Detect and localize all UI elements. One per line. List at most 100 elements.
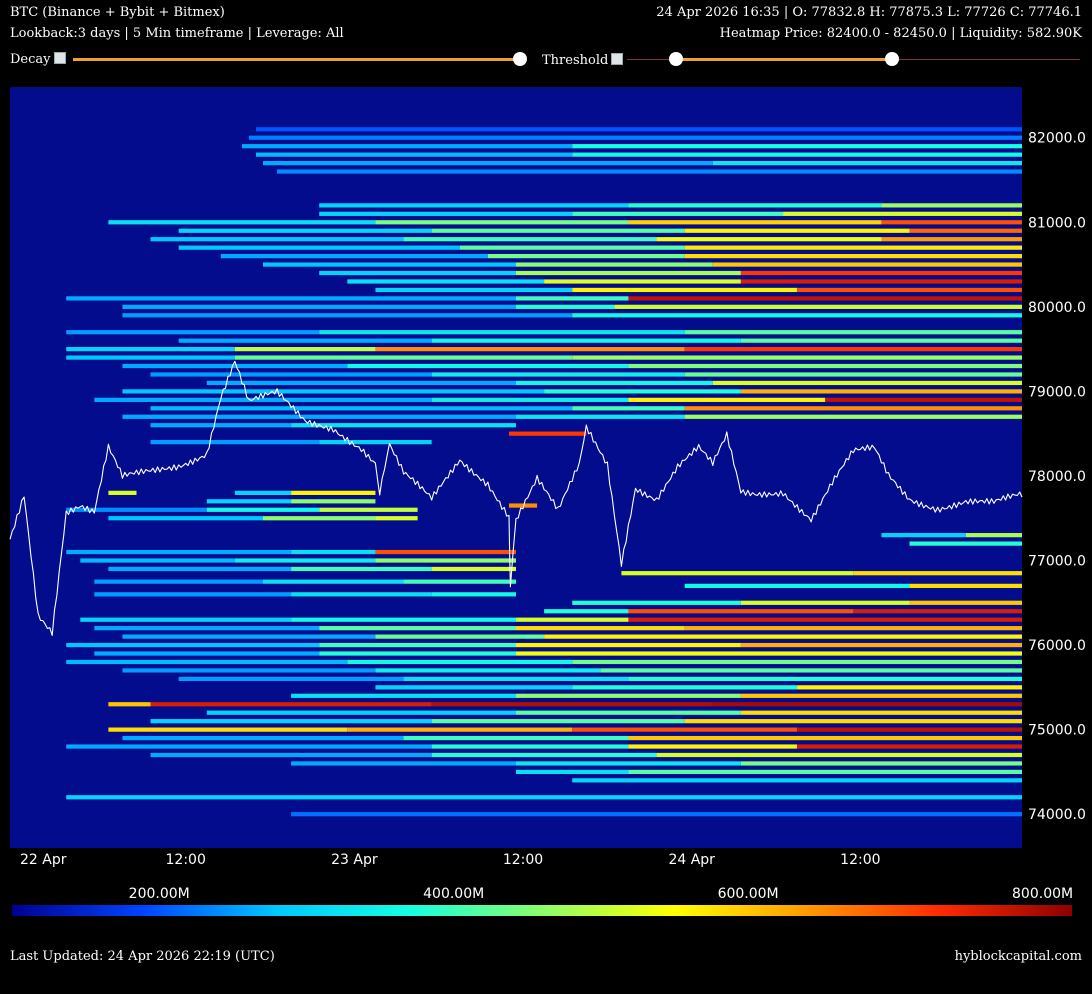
liquidity-band (220, 253, 488, 259)
liquidity-band (431, 752, 657, 758)
liquidity-level (66, 347, 1022, 352)
liquidity-band (621, 571, 854, 576)
liquidity-band (572, 659, 1022, 665)
y-tick-label: 81000.0 (1028, 215, 1086, 231)
liquidation-heatmap-chart[interactable]: 82000.0 81000.0 80000.0 79000.0 78000.0 77000… (0, 80, 1092, 870)
ohlc-readout: 24 Apr 2026 16:35 | O: 77832.8 H: 77875.… (656, 5, 1082, 20)
liquidity-band (66, 744, 432, 749)
liquidity-level (178, 245, 1022, 250)
liquidity-band (94, 626, 320, 631)
liquidity-band (248, 135, 1022, 140)
liquidity-band (403, 735, 629, 741)
liquidity-band (206, 710, 516, 715)
threshold-track-inactive-right[interactable] (892, 59, 1080, 60)
liquidity-level (206, 380, 1022, 386)
liquidity-band (881, 533, 966, 538)
liquidity-band (234, 558, 376, 563)
liquidity-band (108, 702, 151, 707)
liquidity-band (108, 220, 376, 225)
liquidity-band (178, 338, 432, 343)
liquidity-band (291, 761, 516, 766)
liquidity-band (712, 380, 1022, 386)
liquidity-band (66, 549, 292, 555)
liquidity-band (150, 719, 432, 724)
liquidity-band (263, 579, 404, 584)
threshold-info-icon[interactable] (611, 53, 624, 65)
liquidity-band (66, 659, 348, 665)
liquidity-band (740, 279, 1022, 284)
y-tick-label: 75000.0 (1028, 723, 1086, 739)
liquidity-band (572, 778, 1022, 783)
liquidity-level (572, 600, 1022, 605)
decay-control: Decay (10, 52, 66, 67)
liquidity-band (572, 600, 741, 605)
liquidity-band (516, 296, 629, 301)
colorbar: 200.00M 400.00M 600.00M 800.00M (12, 886, 1073, 916)
liquidity-band (94, 579, 263, 584)
liquidity-band (108, 727, 348, 732)
liquidity-band (375, 668, 601, 673)
liquidity-band (825, 397, 1022, 402)
liquidity-band (347, 363, 629, 369)
liquidity-band (656, 752, 1022, 758)
liquidity-band (572, 211, 784, 216)
liquidity-band (347, 727, 573, 732)
liquidity-band (375, 220, 629, 225)
liquidity-band (628, 609, 854, 614)
liquidity-band (431, 566, 516, 572)
liquidity-band (684, 372, 1022, 377)
liquidity-band (853, 609, 1022, 614)
liquidity-band (684, 330, 1022, 335)
liquidity-level (108, 490, 137, 495)
liquidity-level (122, 389, 1022, 394)
liquidity-band (431, 372, 685, 377)
liquidity-level (122, 735, 1022, 741)
liquidity-level (375, 685, 1022, 690)
liquidity-band (572, 313, 1022, 318)
liquidity-level (66, 330, 1022, 335)
liquidity-band (544, 634, 1022, 639)
decay-info-icon[interactable] (53, 52, 66, 64)
liquidity-band (263, 262, 516, 267)
liquidity-band (291, 617, 516, 622)
liquidity-band (108, 490, 137, 495)
liquidity-band (319, 507, 418, 512)
liquidity-level (66, 744, 1022, 749)
liquidity-band (516, 710, 741, 715)
threshold-track-inactive-left[interactable] (627, 59, 676, 60)
liquidity-level (241, 144, 1022, 149)
liquidity-band (516, 761, 741, 766)
liquidity-band (94, 651, 320, 656)
liquidity-band (150, 423, 292, 428)
liquidity-band (628, 769, 1022, 775)
liquidity-band (881, 220, 1022, 225)
liquidity-band (684, 347, 1022, 352)
threshold-min-handle[interactable] (669, 52, 683, 66)
decay-slider-track[interactable] (73, 58, 520, 61)
liquidity-level (66, 642, 1022, 648)
liquidity-band (909, 583, 1022, 588)
liquidity-band (108, 566, 292, 572)
liquidity-band (319, 642, 516, 648)
liquidity-level (108, 566, 516, 572)
liquidity-band (572, 287, 798, 293)
threshold-max-handle[interactable] (885, 52, 899, 66)
liquidity-band (516, 642, 741, 648)
brand-link[interactable]: hyblockcapital.com (954, 949, 1082, 964)
decay-slider-handle[interactable] (513, 52, 527, 66)
liquidity-band (66, 347, 235, 352)
threshold-track-selected[interactable] (676, 58, 892, 61)
liquidity-band (516, 769, 629, 775)
liquidity-band (881, 237, 1022, 242)
liquidity-band (431, 744, 629, 749)
liquidity-level (881, 533, 1022, 538)
x-tick-label: 12:00 (503, 852, 543, 868)
liquidity-band (403, 237, 657, 242)
liquidity-band (291, 592, 432, 597)
liquidity-level (508, 431, 587, 436)
liquidity-level (108, 727, 1022, 732)
liquidity-band (122, 668, 376, 673)
liquidity-band (740, 338, 1022, 343)
liquidity-band (487, 253, 685, 259)
liquidity-band (508, 503, 538, 508)
